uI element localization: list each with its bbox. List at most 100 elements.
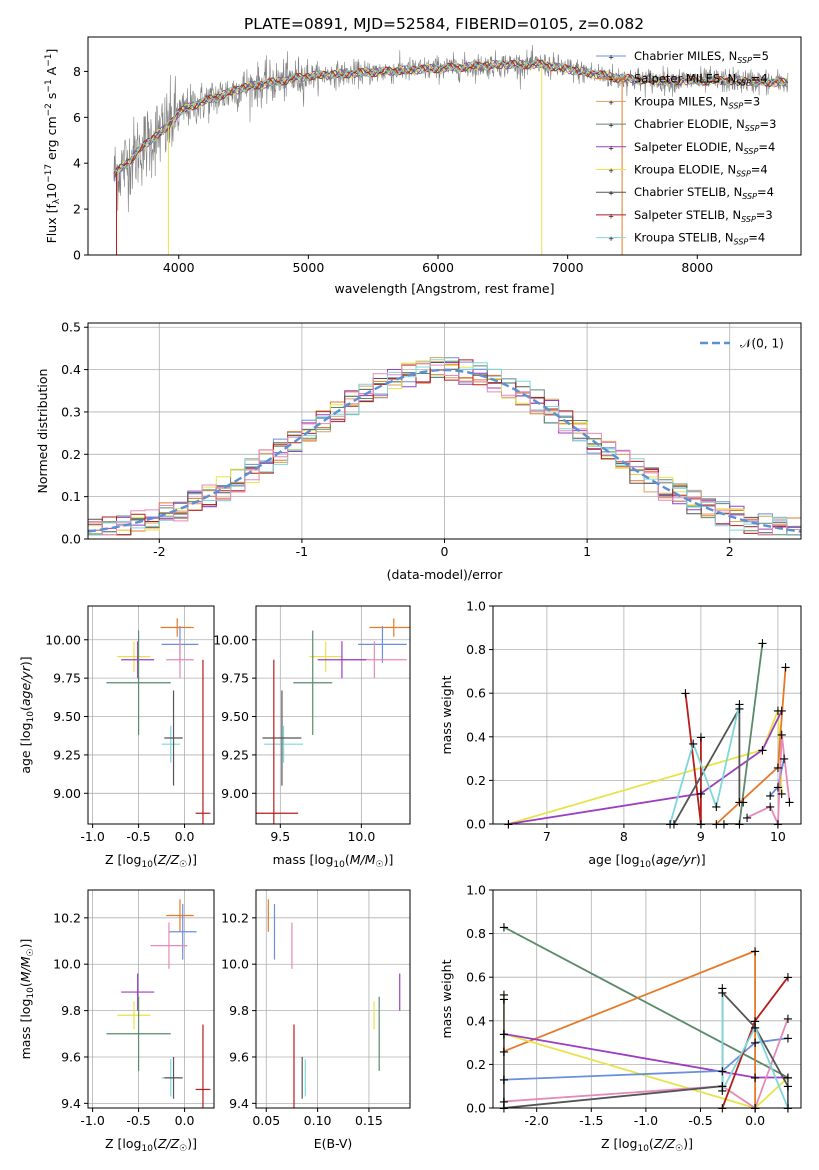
y-tick-label: 10.2 — [53, 910, 81, 925]
label-part: ] — [44, 49, 59, 54]
histogram-salpeter-stelib — [88, 359, 801, 536]
y-tick-label: 9.50 — [221, 709, 249, 724]
panel-weight-vs-age: 7 8 9 100.00.20.40.60.81.0++++++++++++++++ +… — [439, 599, 802, 870]
x-tick-label: -1 — [296, 544, 308, 559]
y-tick-label: 0.8 — [466, 642, 486, 657]
label-part: Z/Z — [157, 1136, 180, 1151]
x-axis-label: Z [log10(Z/Z☉)] — [105, 852, 197, 870]
x-tick-label: 8 — [620, 829, 628, 844]
weight-marker: + — [772, 761, 783, 776]
legend-label: Kroupa ELODIE, NSSP=4 — [634, 163, 768, 179]
label-part: −1 — [44, 79, 54, 92]
y-axis-label: mass weight — [439, 675, 454, 754]
weight-marker: + — [750, 1102, 761, 1117]
weight-line-chabrier-elodie — [503, 926, 789, 1079]
weight-marker: + — [782, 971, 793, 986]
legend-text: Chabrier ELODIE, N — [634, 117, 745, 131]
y-tick-label: 9.6 — [61, 1049, 81, 1064]
plot-area — [88, 357, 801, 536]
x-tick-label: -0.5 — [126, 1113, 150, 1128]
legend-label: Chabrier STELIB, NSSP=4 — [634, 185, 774, 201]
label-part: ☉ — [26, 948, 36, 956]
label-part: )] — [18, 656, 33, 666]
label-part: ( — [649, 1136, 654, 1151]
legend-marker: + — [608, 167, 614, 175]
weight-marker: + — [498, 1045, 509, 1060]
weight-marker: + — [695, 818, 706, 833]
x-tick-label: -1.5 — [579, 1113, 603, 1128]
legend-text: Salpeter ELODIE, N — [634, 140, 744, 154]
x-tick-label: 0.15 — [355, 1113, 383, 1128]
weight-marker: + — [772, 818, 783, 833]
weight-marker: + — [734, 698, 745, 713]
x-tick-label: 0 — [441, 544, 449, 559]
label-part: ( — [345, 852, 350, 867]
axes-frame — [87, 605, 215, 825]
panel-residuals: -2 -1 0 1 2 0.0 0.1 0.2 0.3 0.4 0.5 𝒩(0, 1) (data-mo… — [35, 320, 802, 582]
label-part: )] — [683, 1136, 693, 1151]
x-tick-label: 0.0 — [175, 829, 195, 844]
y-tick-label: 0.4 — [61, 362, 81, 377]
y-tick-label: 1.0 — [466, 599, 486, 614]
weight-marker: + — [734, 702, 745, 717]
y-tick-label: 0.6 — [466, 686, 486, 701]
weight-marker: + — [680, 687, 691, 702]
label-part: age [log — [18, 722, 33, 773]
y-tick-label: 9.25 — [221, 747, 249, 762]
x-tick-label: 10 — [770, 829, 786, 844]
legend-count: =3 — [756, 208, 773, 222]
y-tick-label: 9.8 — [229, 1003, 249, 1018]
legend-label: Kroupa STELIB, NSSP=4 — [634, 231, 765, 247]
legend-marker: + — [608, 235, 614, 243]
y-tick-label: 6 — [73, 110, 81, 125]
legend-text: Kroupa STELIB, N — [634, 231, 734, 245]
x-axis-label: Z [log10(Z/Z☉)] — [105, 1136, 197, 1154]
label-part: ☉ — [179, 1144, 187, 1154]
weight-marker: + — [750, 1014, 761, 1029]
label-part: −1 — [44, 54, 54, 67]
label-part: )] — [696, 852, 706, 867]
label-part: M/M — [350, 852, 376, 867]
weight-marker: + — [757, 637, 768, 652]
weight-line-chabrier-miles — [769, 758, 785, 797]
weight-line-kroupa-stelib — [721, 988, 789, 1108]
legend-count: =4 — [751, 163, 768, 177]
weight-marker: + — [665, 818, 676, 833]
weight-marker: + — [772, 780, 783, 795]
weight-marker: + — [498, 1102, 509, 1117]
weight-line-pink — [503, 1018, 789, 1108]
label-part: −17 — [44, 164, 54, 183]
axes-frame — [255, 605, 411, 825]
y-axis-label: Normed distribution — [35, 369, 50, 494]
y-axis-label: mass [log10(M/M☉)] — [18, 939, 36, 1060]
x-tick-label: -2.0 — [524, 1113, 548, 1128]
spectrum-legend: + Chabrier MILES, NSSP=5+ Salpeter MILES, … — [596, 49, 776, 247]
y-axis-label: Flux [fλ10−17 erg cm−2 s−1 A−1] — [44, 49, 62, 244]
label-part: Z [log — [105, 852, 141, 867]
weight-marker: + — [772, 704, 783, 719]
x-axis-label: (data-model)/error — [387, 567, 504, 582]
weight-marker: + — [782, 1071, 793, 1086]
panel-mass-vs-z: -1.0 -0.5 0.09.49.69.810.010.2Z [log10(Z/Z… — [18, 889, 215, 1154]
panel-weight-vs-z: -2.0 -1.5 -1.0 -0.5 0.00.00.20.40.60.81.0+++… — [439, 883, 802, 1154]
x-axis-label: wavelength [Angstrom, rest frame] — [334, 281, 554, 296]
y-tick-label: 9.75 — [53, 671, 81, 686]
legend-sub: SSP — [737, 56, 752, 65]
weight-marker: + — [498, 1095, 509, 1110]
axes-frame — [87, 889, 215, 1109]
plot-area — [503, 926, 789, 1108]
weight-marker: + — [750, 1021, 761, 1036]
weight-marker: + — [717, 986, 728, 1001]
weight-marker: + — [776, 704, 787, 719]
label-part: 10 — [141, 1144, 153, 1154]
weight-marker: + — [498, 1027, 509, 1042]
panel-spectrum: 4000 5000 6000 7000 8000 0 2 4 6 8 + Chabrier MILES… — [44, 36, 802, 296]
x-tick-label: 8000 — [681, 260, 713, 275]
label-part: s — [44, 93, 59, 104]
label-part: ( — [651, 852, 656, 867]
y-tick-label: 1.0 — [466, 883, 486, 898]
y-axis-label: mass weight — [439, 959, 454, 1038]
axes-frame — [255, 889, 411, 1109]
